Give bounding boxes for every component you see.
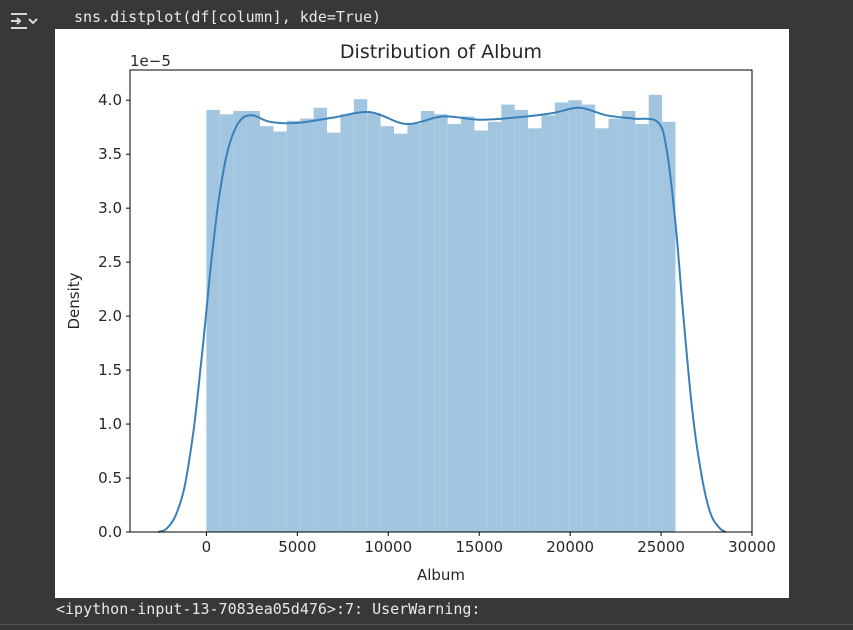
histogram-bar xyxy=(434,114,448,532)
y-tick-label: 1.0 xyxy=(98,415,122,433)
histogram-bar xyxy=(635,123,649,533)
histogram-bar xyxy=(353,99,368,532)
histogram-bar xyxy=(595,128,609,532)
output-toggle-icon[interactable] xyxy=(10,10,38,34)
histogram-bar xyxy=(407,123,421,533)
distribution-chart: Distribution of Album 1e−5 0 5000 10000 150… xyxy=(65,41,776,584)
histogram-bar xyxy=(648,94,663,533)
histogram-bar xyxy=(554,102,569,532)
histogram-bar xyxy=(219,114,234,532)
cell-divider xyxy=(0,624,853,625)
histogram-bar xyxy=(327,132,341,532)
histogram-bar xyxy=(487,121,502,533)
y-tick-label: 2.0 xyxy=(98,307,122,325)
histogram-bar xyxy=(300,118,314,532)
x-ticks: 0 5000 10000 15000 20000 25000 30000 xyxy=(202,532,776,556)
chart-title: Distribution of Album xyxy=(340,41,542,63)
y-tick-label: 2.5 xyxy=(98,253,122,271)
histogram-bar xyxy=(581,104,596,532)
histogram-bar xyxy=(528,128,542,532)
histogram-bar xyxy=(340,114,354,532)
y-tick-label: 3.0 xyxy=(98,199,122,217)
histogram-bar xyxy=(420,111,435,533)
x-axis-label: Album xyxy=(417,566,465,584)
y-tick-label: 1.5 xyxy=(98,361,122,379)
histogram-bar xyxy=(367,113,381,533)
histogram-bar xyxy=(447,123,462,533)
warning-output: <ipython-input-13-7083ea05d476>:7: UserW… xyxy=(56,600,481,618)
histogram-bar xyxy=(662,121,676,533)
histogram-bar xyxy=(621,111,636,533)
histogram-bars xyxy=(206,94,676,533)
histogram-bar xyxy=(501,104,515,532)
y-tick-label: 3.5 xyxy=(98,145,122,163)
histogram-bar xyxy=(568,100,582,532)
histogram-bar xyxy=(286,120,301,532)
y-tick-label: 0.5 xyxy=(98,469,122,487)
histogram-bar xyxy=(206,109,220,532)
x-tick-label: 10000 xyxy=(364,538,412,556)
code-line[interactable]: sns.distplot(df[column], kde=True) xyxy=(74,8,382,26)
output-plot-area: Distribution of Album 1e−5 0 5000 10000 150… xyxy=(55,29,789,598)
x-tick-label: 20000 xyxy=(546,538,594,556)
y-tick-label: 4.0 xyxy=(98,91,122,109)
x-tick-label: 15000 xyxy=(455,538,503,556)
x-tick-label: 5000 xyxy=(278,538,316,556)
histogram-bar xyxy=(608,118,622,532)
x-tick-label: 25000 xyxy=(637,538,685,556)
y-offset-text: 1e−5 xyxy=(130,52,171,70)
histogram-bar xyxy=(394,133,408,532)
axes-frame xyxy=(129,69,753,533)
y-axis-label: Density xyxy=(65,272,83,329)
histogram-bar xyxy=(233,111,247,533)
y-ticks: 0.0 0.5 1.0 1.5 2.0 2.5 3.0 3.5 4.0 xyxy=(98,91,130,541)
histogram-bar xyxy=(246,111,261,533)
histogram-bar xyxy=(514,109,529,532)
histogram-bar xyxy=(541,115,555,532)
histogram-bar xyxy=(474,130,488,532)
x-tick-label: 30000 xyxy=(728,538,776,556)
y-tick-label: 0.0 xyxy=(98,523,122,541)
histogram-bar xyxy=(313,107,328,533)
kde-layer xyxy=(157,106,727,533)
histogram-bar xyxy=(260,126,274,532)
x-tick-label: 0 xyxy=(202,538,212,556)
histogram-bar xyxy=(273,131,287,532)
kde-curve xyxy=(157,106,727,533)
histogram-bar xyxy=(380,126,395,532)
histogram-bar xyxy=(461,116,475,532)
